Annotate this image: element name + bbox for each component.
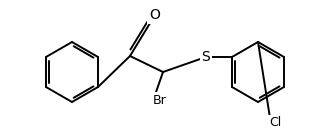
- Text: O: O: [150, 8, 160, 22]
- Text: S: S: [201, 50, 210, 64]
- Text: Cl: Cl: [269, 116, 281, 129]
- Text: Br: Br: [153, 94, 167, 107]
